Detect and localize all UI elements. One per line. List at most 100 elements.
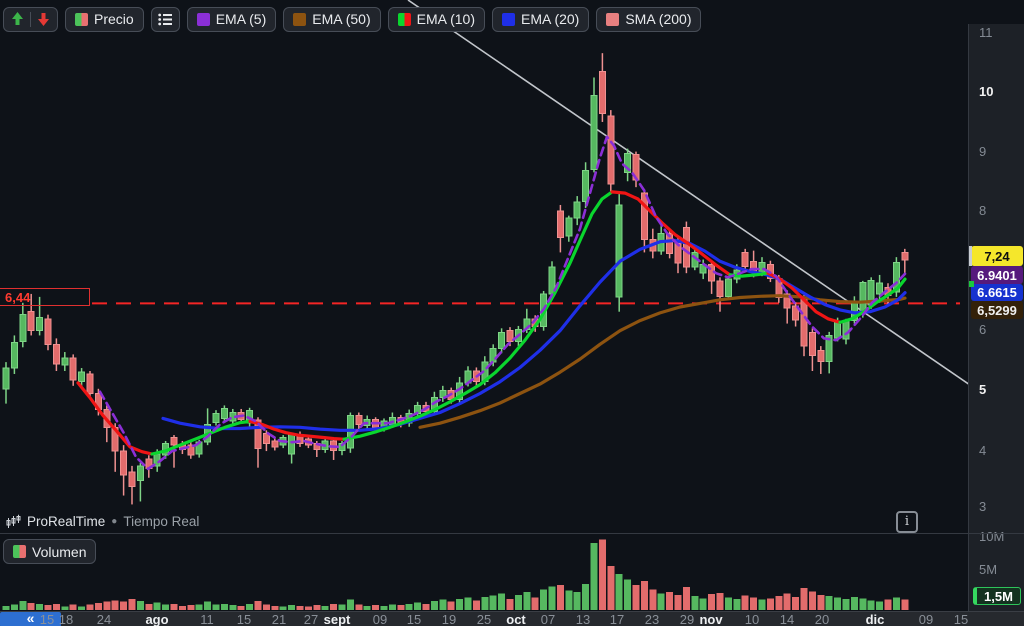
volume-bar (355, 604, 363, 610)
volume-bar (817, 594, 825, 610)
candlestick (439, 390, 447, 399)
volume-bar (447, 601, 455, 610)
volume-bar (506, 598, 514, 610)
candlestick (842, 320, 850, 340)
indicator-label: SMA (200) (625, 11, 692, 27)
x-axis-day-label: 19 (441, 612, 457, 626)
volume-bar (565, 590, 573, 610)
x-axis-day-label: 11 (200, 612, 214, 626)
volume-bar (867, 600, 875, 610)
indicator-value-sliver (969, 246, 972, 266)
volume-bar (901, 599, 909, 610)
candlestick (489, 347, 497, 363)
volume-bar (69, 604, 77, 610)
candlestick (724, 278, 732, 297)
volume-bar (246, 603, 254, 610)
info-button[interactable]: i (896, 511, 918, 533)
volume-bar (792, 596, 800, 610)
volumen-button[interactable]: Volumen (3, 539, 97, 564)
candlestick (2, 367, 10, 390)
indicator-label: EMA (20) (520, 11, 580, 27)
horizontal-line-price-flag[interactable]: 6,44 (0, 288, 90, 306)
volume-bar (296, 605, 304, 610)
candlestick (716, 280, 724, 297)
indicator-swatch-icon (397, 12, 411, 26)
candlestick (800, 298, 808, 347)
volume-bar (27, 603, 35, 610)
volume-bar (859, 598, 867, 610)
volume-bar (531, 597, 539, 610)
candlestick (262, 432, 270, 444)
candlestick-swatch-icon (75, 12, 88, 26)
indicator-button-ema5[interactable]: EMA (5) (186, 6, 277, 32)
ema10-line (76, 381, 154, 456)
indicator-button-ema20[interactable]: EMA (20) (491, 6, 590, 32)
price-axis-panel[interactable]: 11 10 9 8 6 5 4 3 7,24 6.9401 6.6615 6,5299 10M 5M 1,5… (968, 24, 1024, 611)
ema10-line (838, 277, 907, 324)
toolbar: Precio EMA (5) EMA (50) EMA (10) EMA (20) SM… (0, 0, 968, 38)
volume-bar (36, 603, 44, 610)
ema10-line (150, 419, 252, 456)
arrow-down-icon (38, 13, 49, 26)
indicator-swatch-icon (196, 12, 210, 26)
scroll-left-button[interactable]: « (0, 611, 61, 626)
price-badge: 6,5299 (971, 301, 1023, 319)
candlestick (19, 314, 27, 342)
volume-bar (758, 599, 766, 610)
ema10-line (248, 419, 346, 441)
volume-bar (632, 585, 640, 610)
indicator-button-ema10[interactable]: EMA (10) (387, 6, 485, 32)
price-tick: 9 (979, 144, 987, 159)
candlestick-icon (6, 514, 21, 528)
x-axis-day-label: 15 (406, 612, 422, 626)
volume-bar (414, 602, 422, 610)
x-axis-day-label: 29 (679, 612, 695, 626)
volume-bar (741, 595, 749, 610)
candlestick (187, 444, 195, 456)
candlestick (674, 243, 682, 264)
volume-bar (430, 601, 438, 610)
timeframe-arrows-button[interactable] (3, 6, 58, 32)
volume-bar (808, 591, 816, 610)
volume-bar (514, 594, 522, 610)
candlestick (666, 232, 674, 255)
pane-separator[interactable] (0, 533, 1024, 534)
volume-bar (750, 597, 758, 610)
candlestick (640, 192, 648, 240)
volume-bar (691, 596, 699, 610)
x-axis-day-label: 14 (779, 612, 795, 626)
brand-label: ProRealTime (27, 514, 106, 529)
price-chart[interactable] (0, 0, 968, 611)
volume-bar (884, 599, 892, 610)
candlestick (741, 251, 749, 268)
indicator-button-ema50[interactable]: EMA (50) (283, 6, 381, 32)
volume-bar (422, 603, 430, 610)
price-tick: 5 (979, 382, 987, 397)
volume-bar (19, 601, 27, 610)
divider (30, 11, 31, 27)
volume-bar (288, 605, 296, 610)
volume-bar (153, 602, 161, 610)
volume-bar (330, 603, 338, 610)
volume-bar (61, 606, 69, 610)
price-tick: 6 (979, 322, 987, 337)
volume-bar (615, 574, 623, 610)
x-axis-day-label: 10 (744, 612, 760, 626)
price-tick: 8 (979, 203, 987, 218)
candlestick (61, 357, 69, 366)
precio-button[interactable]: Precio (65, 6, 144, 32)
volume-bar (598, 539, 606, 610)
volume-bar (640, 581, 648, 610)
candlestick (792, 305, 800, 321)
volume-bar (472, 600, 480, 610)
ema10-line (610, 190, 732, 277)
descending-trendline (407, 0, 968, 385)
feed-status-label: Tiempo Real (123, 514, 200, 529)
indicator-button-sma200[interactable]: SMA (200) (596, 6, 702, 32)
indicator-list-button[interactable] (150, 6, 180, 32)
candlestick (52, 343, 60, 365)
indicator-label: EMA (10) (416, 11, 475, 27)
arrow-up-icon (12, 12, 23, 25)
volume-bar (733, 598, 741, 610)
